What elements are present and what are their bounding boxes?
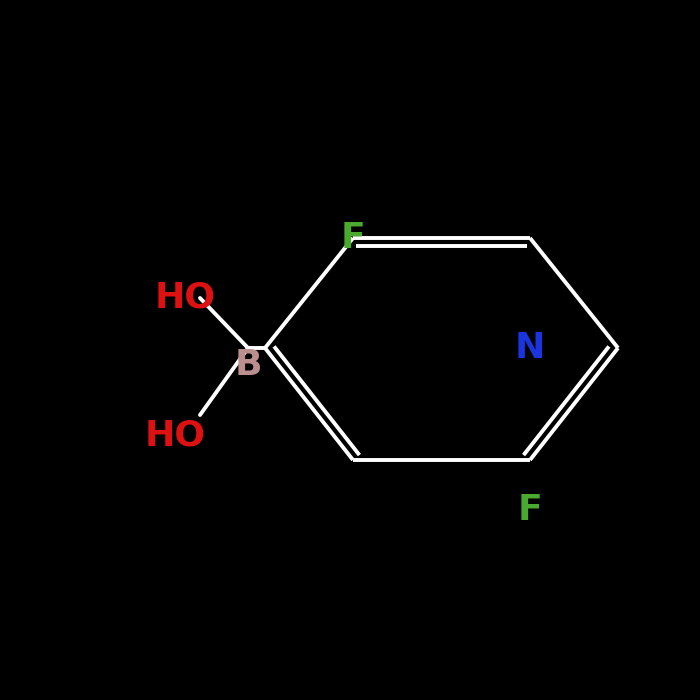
Text: F: F: [517, 493, 542, 527]
Text: B: B: [234, 348, 262, 382]
Text: N: N: [514, 331, 545, 365]
Text: F: F: [341, 221, 365, 255]
Text: HO: HO: [155, 281, 216, 315]
Text: HO: HO: [144, 418, 206, 452]
